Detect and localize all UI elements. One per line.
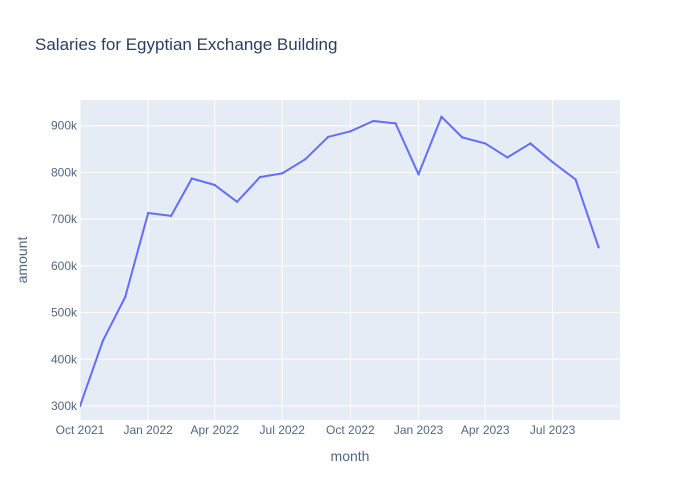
data-point xyxy=(394,122,397,125)
y-tick-label: 800k xyxy=(51,165,78,179)
series-line xyxy=(80,115,600,407)
data-point xyxy=(551,160,554,164)
data-point xyxy=(101,339,105,342)
data-point xyxy=(372,119,375,123)
x-tick-label: Jul 2022 xyxy=(260,423,306,437)
x-tick-label: Oct 2022 xyxy=(326,423,375,437)
data-point xyxy=(213,183,217,187)
x-tick-label: Jul 2023 xyxy=(530,423,576,437)
data-point xyxy=(597,245,600,249)
data-point xyxy=(169,214,173,218)
x-tick-label: Apr 2023 xyxy=(461,423,510,437)
data-point xyxy=(506,156,509,159)
data-point xyxy=(146,211,150,215)
data-point xyxy=(303,158,307,161)
x-axis-ticks: Oct 2021 Jan 2022 Apr 2022 Jul 2022 Oct 2022… xyxy=(56,423,576,437)
y-tick-label: 400k xyxy=(51,352,78,366)
x-tick-label: Jan 2023 xyxy=(394,423,444,437)
y-tick-label: 900k xyxy=(51,119,78,133)
x-tick-label: Jan 2022 xyxy=(123,423,173,437)
data-point xyxy=(235,200,239,204)
y-tick-label: 300k xyxy=(51,399,78,413)
data-point xyxy=(190,177,194,180)
data-point xyxy=(440,115,443,119)
y-axis-title: amount xyxy=(14,237,30,284)
data-point xyxy=(574,178,577,181)
y-axis-ticks: 300k 400k 500k 600k 700k 800k 900k xyxy=(51,119,78,413)
x-tick-label: Apr 2022 xyxy=(190,423,239,437)
chart-title: Salaries for Egyptian Exchange Building xyxy=(35,35,337,54)
data-point xyxy=(80,404,82,408)
data-point xyxy=(483,142,487,145)
data-point xyxy=(123,295,127,299)
data-point xyxy=(326,135,330,139)
data-point xyxy=(461,136,464,139)
x-tick-label: Oct 2021 xyxy=(56,423,105,437)
data-point xyxy=(281,172,284,175)
gridlines xyxy=(79,100,620,420)
data-point xyxy=(349,130,352,133)
y-tick-label: 700k xyxy=(51,212,78,226)
data-point xyxy=(529,142,532,145)
y-tick-label: 500k xyxy=(51,306,78,320)
x-axis-title: month xyxy=(331,448,370,464)
data-point xyxy=(258,175,262,179)
series-layer xyxy=(80,115,600,408)
y-tick-label: 600k xyxy=(51,259,78,273)
data-point xyxy=(417,173,420,176)
